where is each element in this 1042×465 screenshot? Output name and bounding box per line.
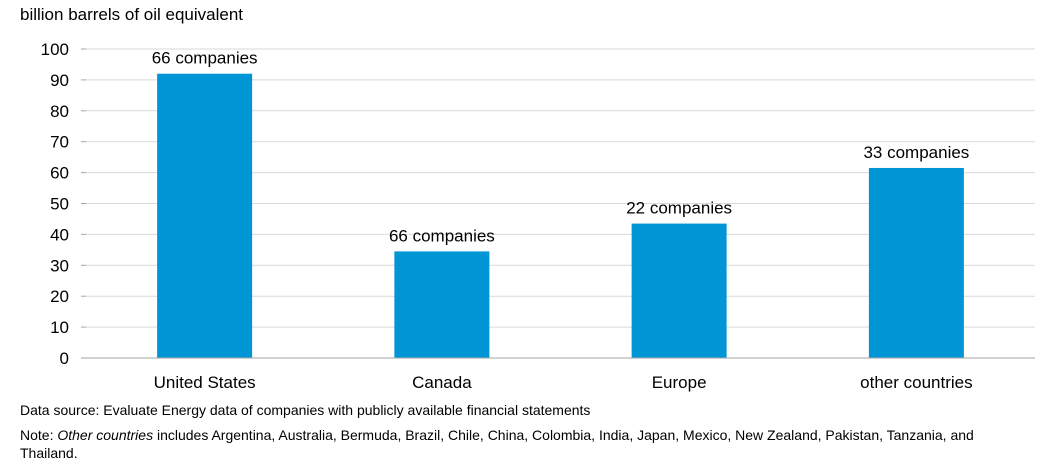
y-tick-label: 30: [50, 256, 69, 275]
y-tick-label: 40: [50, 225, 69, 244]
bar: [394, 251, 490, 358]
x-category-label: Canada: [412, 373, 472, 392]
y-tick-label: 100: [41, 40, 69, 59]
x-category-labels: United States Canada Europe other countries: [154, 373, 973, 392]
note-text: includes Argentina, Australia, Bermuda, …: [20, 427, 974, 461]
y-tick-label: 60: [50, 164, 69, 183]
y-tick-label: 10: [50, 318, 69, 337]
x-category-label: United States: [154, 373, 256, 392]
y-tick-label: 80: [50, 102, 69, 121]
y-tick-label: 50: [50, 195, 69, 214]
bars: [157, 73, 964, 358]
bar-annotations: 66 companies 66 companies 22 companies 33 c…: [152, 49, 970, 246]
countries-note: Note: Other countries includes Argentina…: [20, 426, 1030, 462]
note-italic-term: Other countries: [57, 427, 154, 443]
x-category-label: other countries: [860, 373, 972, 392]
y-tick-labels: 0 10 20 30 40 50 60 70 80 90 100: [41, 40, 69, 368]
bar: [157, 73, 253, 358]
data-source-note: Data source: Evaluate Energy data of com…: [20, 402, 591, 418]
y-tick-label: 0: [60, 349, 69, 368]
y-tick-label: 70: [50, 133, 69, 152]
bar-annotation: 33 companies: [863, 143, 969, 162]
note-prefix: Note:: [20, 427, 58, 443]
y-axis-label: billion barrels of oil equivalent: [20, 5, 243, 24]
bar-chart: billion barrels of oil equivalent 0 10 20 3…: [20, 5, 1035, 392]
x-category-label: Europe: [652, 373, 707, 392]
bar-annotation: 66 companies: [389, 226, 495, 245]
bar: [868, 167, 964, 358]
y-tick-label: 20: [50, 287, 69, 306]
y-tick-label: 90: [50, 71, 69, 90]
bar-annotation: 66 companies: [152, 49, 258, 68]
bar-annotation: 22 companies: [626, 199, 732, 218]
bar: [631, 223, 727, 358]
